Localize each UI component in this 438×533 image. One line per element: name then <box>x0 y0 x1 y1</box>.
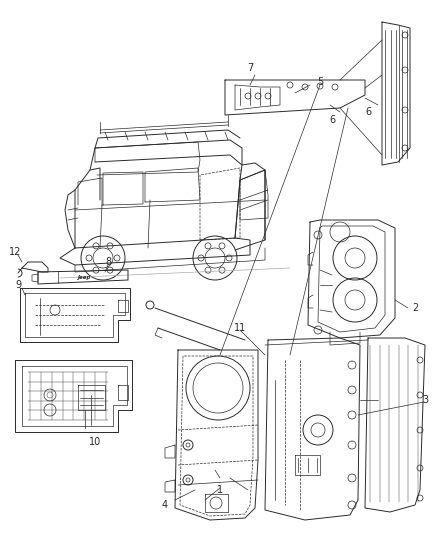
Text: 3: 3 <box>422 395 428 405</box>
Text: 2: 2 <box>412 303 418 313</box>
Text: 11: 11 <box>234 323 246 333</box>
Text: 6: 6 <box>329 115 335 125</box>
Text: 5: 5 <box>317 77 323 87</box>
Text: 8: 8 <box>105 257 111 267</box>
Text: Jeep: Jeep <box>78 274 92 279</box>
Text: 1: 1 <box>217 485 223 495</box>
Text: 12: 12 <box>9 247 21 257</box>
Text: 10: 10 <box>89 437 101 447</box>
Text: 7: 7 <box>247 63 253 73</box>
Text: 6: 6 <box>365 107 371 117</box>
Text: 9: 9 <box>15 280 21 290</box>
Text: 4: 4 <box>162 500 168 510</box>
